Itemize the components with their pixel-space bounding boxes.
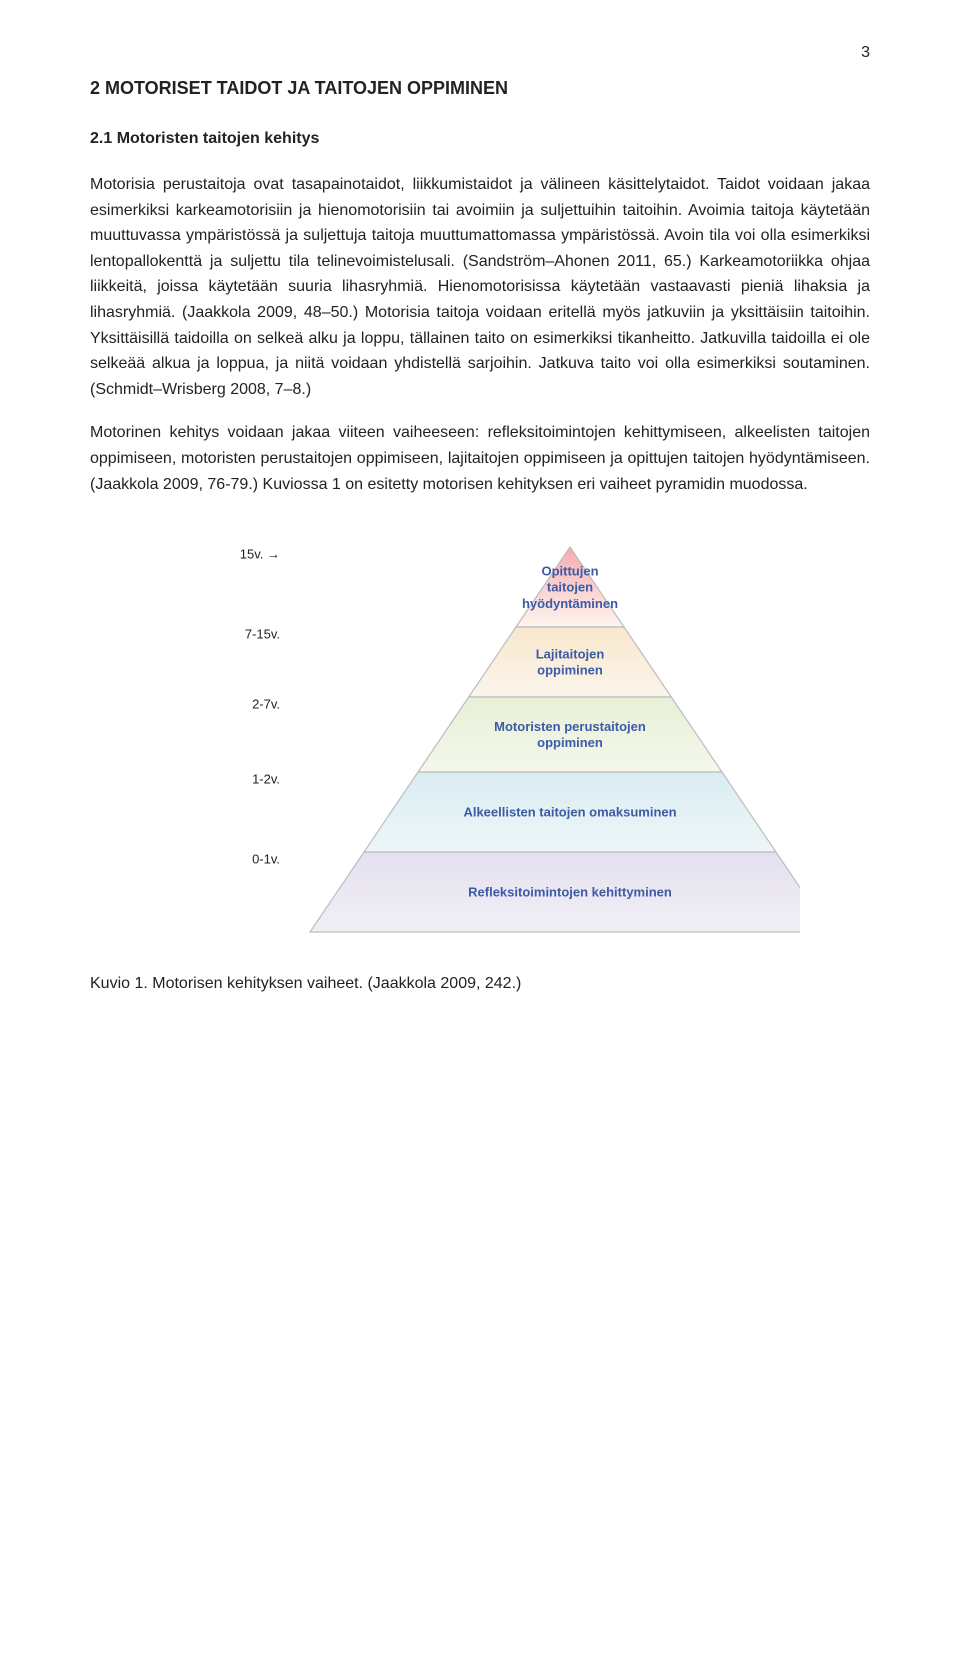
paragraph-1: Motorisia perustaitoja ovat tasapainotai… [90,172,870,402]
pyramid-level-4-label: Refleksitoimintojen kehittyminen [468,885,672,900]
pyramid-level-2-label: Motoristen perustaitojen [494,719,646,734]
pyramid-svg: Opittujen taitojenhyödyntäminen 15v. → Laji… [160,527,800,947]
pyramid-level-2-label: oppiminen [537,735,603,750]
pyramid-age-3: 1-2v. [252,772,280,787]
pyramid-age-2: 2-7v. [252,697,280,712]
pyramid-age-4: 0-1v. [252,852,280,867]
pyramid-level-0-label: taitojen [547,580,593,595]
page-number: 3 [90,40,870,66]
pyramid-level-1-label: Lajitaitojen [536,647,605,662]
subsection-title: 2.1 Motoristen taitojen kehitys [90,126,870,152]
pyramid-figure: Opittujen taitojenhyödyntäminen 15v. → Laji… [90,527,870,947]
pyramid-level-0-label: Opittujen [541,563,598,578]
figure-caption: Kuvio 1. Motorisen kehityksen vaiheet. (… [90,971,870,997]
pyramid-age-0: 15v. → [240,547,280,562]
pyramid-level-0-label: hyödyntäminen [522,596,618,611]
pyramid-level-1-label: oppiminen [537,663,603,678]
paragraph-2: Motorinen kehitys voidaan jakaa viiteen … [90,420,870,497]
pyramid-age-1: 7-15v. [245,627,280,642]
section-title: 2 MOTORISET TAIDOT JA TAITOJEN OPPIMINEN [90,74,870,103]
pyramid-level-3-label: Alkeellisten taitojen omaksuminen [463,805,676,820]
